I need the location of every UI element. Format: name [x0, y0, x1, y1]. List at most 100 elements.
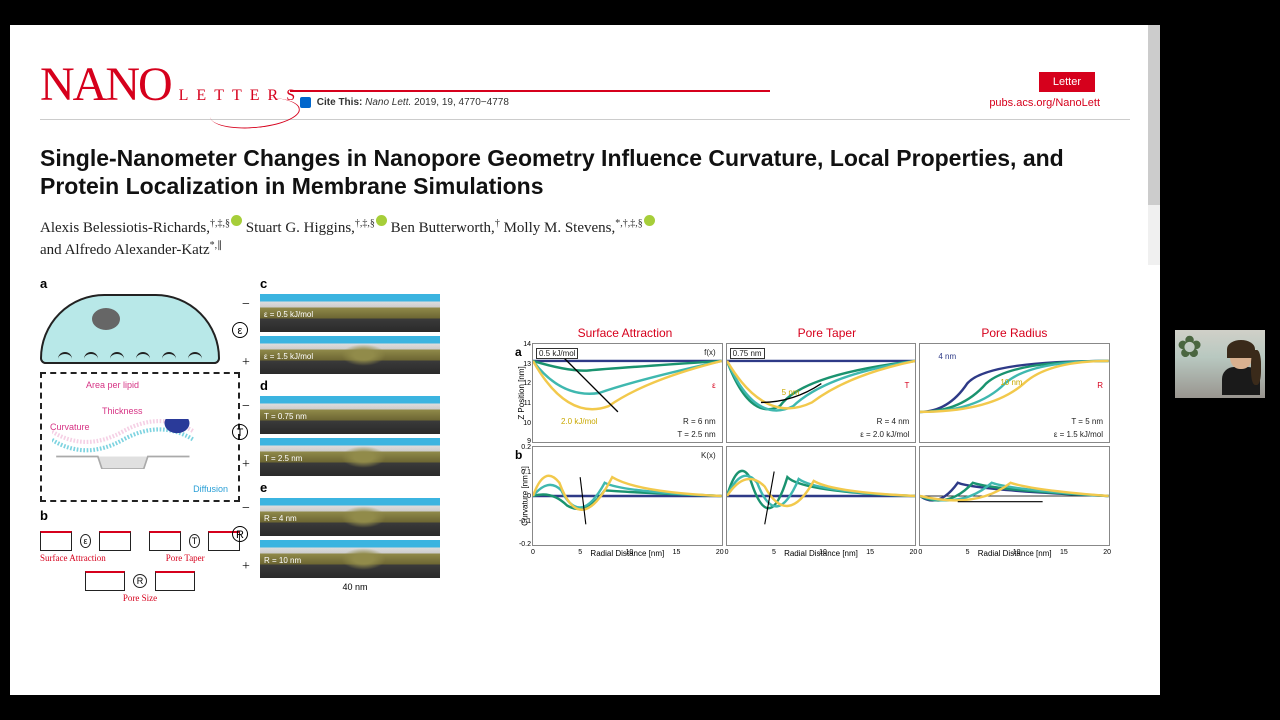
ann-a1-cond1: R = 6 nm	[683, 417, 716, 426]
cite-prefix: Cite This:	[317, 97, 363, 108]
col-title-1: Surface Attraction	[578, 326, 673, 340]
ylabel-a: Z Position [nm]	[517, 367, 526, 420]
sim-e1: R = 4 nm	[260, 498, 440, 536]
ann-a1-low: 0.5 kJ/mol	[536, 348, 578, 359]
sim-c2-label: ε = 1.5 kJ/mol	[264, 352, 313, 361]
logo-nano: NANO	[40, 58, 171, 111]
chart-b2: 05 1015 20	[726, 446, 917, 546]
check-icon	[300, 97, 311, 108]
sim-group-e: R −+ R = 4 nm R = 10 nm	[260, 498, 450, 578]
orcid-icon	[376, 215, 387, 226]
panel-label-e: e	[260, 480, 450, 495]
sim-c1: ε = 0.5 kJ/mol	[260, 294, 440, 332]
plant-icon: ✿	[1177, 338, 1207, 383]
author-1: Alexis Belessiotis-Richards,	[40, 220, 210, 236]
slide: NANOLETTERS Cite This: Nano Lett. 2019, …	[10, 25, 1160, 695]
sim-group-d: T −+ T = 0.75 nm T = 2.5 nm	[260, 396, 450, 476]
param-eps-icon: ε	[80, 534, 91, 548]
sim-d2-label: T = 2.5 nm	[264, 454, 302, 463]
nanopores	[42, 352, 218, 362]
aff-3: †	[495, 218, 500, 229]
logo-line	[290, 90, 770, 92]
sim-e1-label: R = 4 nm	[264, 514, 297, 523]
panel-a-b: a Area per lipid Thickness Curvature Dif…	[40, 276, 240, 603]
orcid-icon	[231, 215, 242, 226]
label-thickness: Thickness	[102, 406, 143, 416]
authors: Alexis Belessiotis-Richards,†,‡,§ Stuart…	[40, 215, 1130, 261]
ann-a3-sym: R	[1097, 381, 1103, 390]
chart-b3: 05 1015 20	[919, 446, 1110, 546]
scrollbar[interactable]	[1148, 25, 1160, 265]
ann-a1-high: 2.0 kJ/mol	[561, 417, 597, 426]
param-row-2: R	[40, 571, 240, 591]
letter-badge: Letter	[1039, 72, 1095, 92]
figure-1-left: a Area per lipid Thickness Curvature Dif…	[40, 276, 500, 603]
ann-a1-eps: ε	[712, 381, 716, 390]
ann-a2-cond1: R = 4 nm	[877, 417, 910, 426]
ann-a3-cond1: T = 5 nm	[1071, 417, 1103, 426]
sim-d1-label: T = 0.75 nm	[264, 412, 307, 421]
membrane-wave-icon	[52, 419, 194, 469]
ann-a3-high: 10 nm	[1000, 378, 1022, 387]
sim-width-caption: 40 nm	[260, 582, 450, 592]
ann-a2-high: 5 nm	[782, 388, 800, 397]
ann-a2-cond2: ε = 2.0 kJ/mol	[860, 430, 909, 439]
panel-label-a: a	[40, 276, 240, 291]
panel-label-b: b	[40, 508, 240, 523]
nucleus	[92, 308, 120, 330]
panel-cde: c ε −+ ε = 0.5 kJ/mol ε = 1.5 kJ/mol d T…	[260, 276, 450, 603]
panel-label-c: c	[260, 276, 450, 291]
col-title-2: Pore Taper	[798, 326, 856, 340]
group-eps-icon: ε	[232, 322, 248, 338]
label-pore-size: Pore Size	[40, 593, 240, 603]
label-area: Area per lipid	[86, 380, 139, 390]
orcid-icon	[644, 215, 655, 226]
figure-right-charts: Surface Attraction Pore Taper Pore Radiu…	[515, 326, 1110, 603]
author-2: Stuart G. Higgins,	[246, 220, 355, 236]
cite-this: Cite This: Nano Lett. 2019, 19, 4770−477…	[300, 97, 509, 108]
param-r-icon: R	[133, 574, 147, 588]
pubs-url: pubs.acs.org/NanoLett	[989, 97, 1100, 109]
label-diffusion: Diffusion	[193, 484, 228, 494]
cite-info: 2019, 19, 4770−4778	[414, 97, 509, 108]
chart-a3: 4 nm R 10 nm T = 5 nm ε = 1.5 kJ/mol	[919, 343, 1110, 443]
author-5: and Alfredo Alexander-Katz	[40, 242, 210, 258]
zoom-diagram: Area per lipid Thickness Curvature Diffu…	[40, 372, 240, 502]
ann-b1-kx: K(x)	[701, 451, 716, 460]
cell-diagram	[40, 294, 220, 364]
figures-row: a Area per lipid Thickness Curvature Dif…	[40, 276, 1130, 603]
cite-journal: Nano Lett.	[365, 97, 411, 108]
aff-4: *,†,‡,§	[615, 218, 643, 229]
label-surf-attr: Surface Attraction	[40, 553, 106, 563]
chart-a2: 0.75 nm T 5 nm R = 4 nm ε = 2.0 kJ/mol	[726, 343, 917, 443]
chart-column-titles: Surface Attraction Pore Taper Pore Radiu…	[515, 326, 1110, 340]
aff-5: *,∥	[210, 240, 223, 251]
group-t-icon: T	[232, 424, 248, 440]
sim-d2: T = 2.5 nm	[260, 438, 440, 476]
ann-a2-sym: T	[904, 381, 909, 390]
aff-2: †,‡,§	[355, 218, 375, 229]
ann-a1-fx: f(x)	[704, 348, 716, 357]
ann-a1-cond2: T = 2.5 nm	[677, 430, 715, 439]
aff-1: †,‡,§	[210, 218, 230, 229]
sim-c1-label: ε = 0.5 kJ/mol	[264, 310, 313, 319]
sim-e2: R = 10 nm	[260, 540, 440, 578]
webcam-thumbnail: ✿	[1175, 330, 1265, 398]
sim-c2: ε = 1.5 kJ/mol	[260, 336, 440, 374]
sim-group-c: ε −+ ε = 0.5 kJ/mol ε = 1.5 kJ/mol	[260, 294, 450, 374]
ann-a3-cond2: ε = 1.5 kJ/mol	[1054, 430, 1103, 439]
journal-header: NANOLETTERS Cite This: Nano Lett. 2019, …	[40, 50, 1130, 120]
presenter-avatar	[1222, 343, 1260, 398]
group-r-icon: R	[232, 526, 248, 542]
col-title-3: Pore Radius	[981, 326, 1047, 340]
ann-a3-low: 4 nm	[938, 352, 956, 361]
sim-d1: T = 0.75 nm	[260, 396, 440, 434]
paper-title: Single-Nanometer Changes in Nanopore Geo…	[40, 145, 1130, 200]
charts-grid: a Z Position [nm] 1413 1211 109 0.5 kJ/m…	[515, 343, 1110, 563]
ann-a2-low: 0.75 nm	[730, 348, 765, 359]
author-4: Molly M. Stevens,	[504, 220, 616, 236]
sim-e2-label: R = 10 nm	[264, 556, 301, 565]
chart-a1: Z Position [nm] 1413 1211 109 0.5 kJ/mol…	[532, 343, 723, 443]
param-t-icon: T	[189, 534, 200, 548]
param-row-1: ε T	[40, 531, 240, 551]
